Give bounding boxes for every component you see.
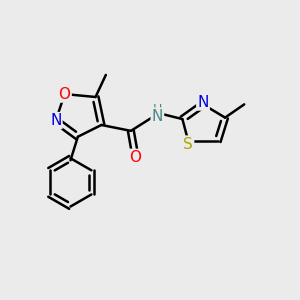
Text: N: N <box>197 94 209 110</box>
Text: O: O <box>58 87 70 102</box>
Text: N: N <box>50 113 61 128</box>
Text: O: O <box>129 150 141 165</box>
Text: H: H <box>153 103 162 116</box>
Text: S: S <box>183 136 193 152</box>
Text: N: N <box>152 109 163 124</box>
